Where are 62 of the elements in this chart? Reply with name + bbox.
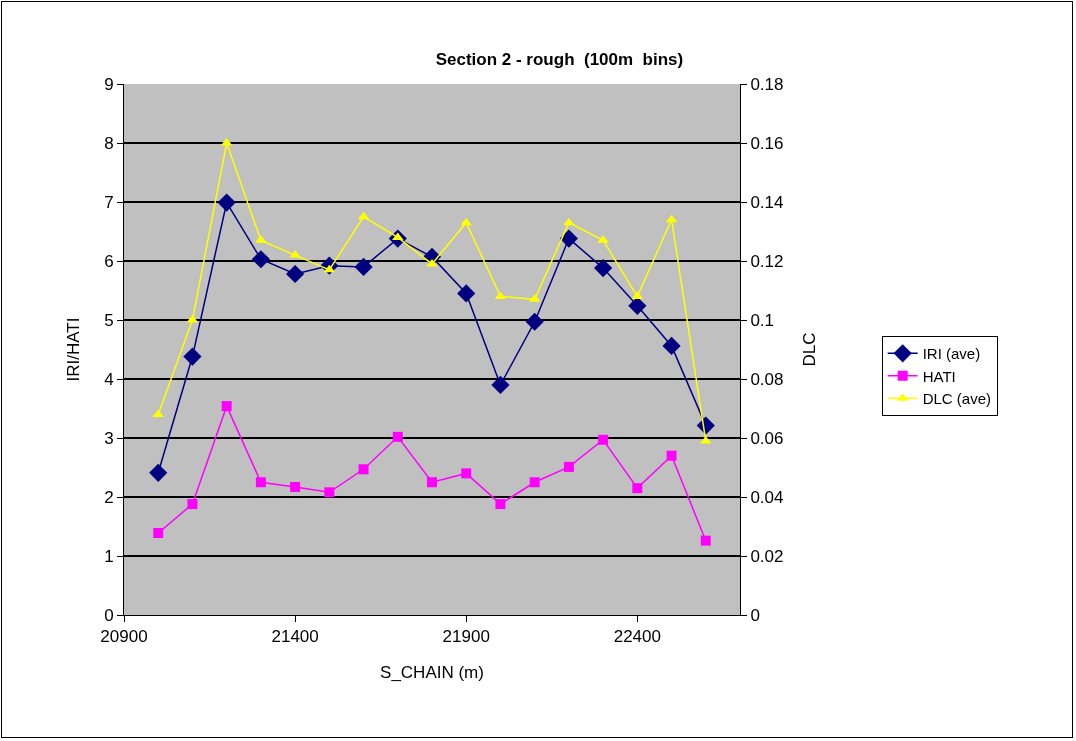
point (217, 193, 236, 212)
point (491, 375, 510, 394)
point (286, 264, 305, 284)
point (255, 477, 266, 488)
y2-tick-label: 0.16 (750, 133, 784, 153)
y-tick-label: 0 (104, 605, 114, 625)
point (183, 347, 202, 366)
point (525, 312, 544, 331)
y-tick-label: 2 (104, 487, 114, 507)
point (153, 527, 164, 538)
x-tick-label: 20900 (100, 627, 148, 647)
point (221, 401, 232, 412)
y2-tick-label: 0.18 (750, 74, 784, 94)
point (495, 499, 506, 510)
point (563, 461, 574, 472)
y-tick-label: 7 (104, 192, 114, 212)
y2-tick-label: 0.04 (750, 487, 784, 507)
point (251, 250, 270, 269)
point (324, 487, 335, 498)
point (149, 463, 168, 482)
point (392, 431, 403, 442)
chart-title: Section 2 - rough (100m bins) (435, 50, 684, 70)
point (632, 483, 643, 494)
x-tick-label: 22400 (613, 627, 661, 647)
y2-tick-label: 0 (750, 605, 760, 625)
point (529, 477, 540, 488)
point (598, 434, 609, 445)
y-tick-label: 1 (104, 546, 114, 566)
legend-label: DLC (ave) (922, 390, 992, 408)
point (457, 284, 476, 303)
y2-tick-label: 0.12 (750, 251, 784, 271)
point (594, 258, 613, 278)
y2-tick-label: 0.08 (750, 369, 784, 389)
y-tick-label: 5 (104, 310, 114, 330)
x-tick-label: 21400 (271, 627, 319, 647)
y-tick-label: 4 (104, 369, 114, 389)
point (427, 477, 437, 488)
x-tick-label: 21900 (442, 627, 490, 647)
point (187, 499, 198, 510)
y2-tick-label: 0.06 (750, 428, 784, 448)
legend-label: HATI (922, 367, 956, 385)
y2-tick-label: 0.14 (750, 192, 784, 212)
point (460, 217, 472, 226)
y-axis-title: IRI/HATI (63, 317, 83, 382)
legend-label: IRI (ave) (922, 345, 981, 363)
y2-tick-label: 0.1 (750, 310, 775, 330)
y-tick-label: 6 (104, 251, 114, 271)
point (662, 336, 681, 356)
point (559, 229, 578, 248)
point (358, 464, 369, 475)
y-tick-label: 3 (104, 428, 114, 448)
y2-tick-label: 0.02 (750, 546, 784, 566)
point (563, 217, 575, 226)
y-tick-label: 9 (104, 74, 114, 94)
y-tick-label: 8 (104, 133, 114, 153)
y2-axis-title: DLC (799, 332, 819, 367)
point (666, 450, 677, 461)
point (700, 535, 711, 546)
point (290, 481, 301, 492)
point (461, 468, 472, 479)
point (354, 257, 373, 276)
x-axis-title: S_CHAIN (m) (380, 662, 484, 682)
